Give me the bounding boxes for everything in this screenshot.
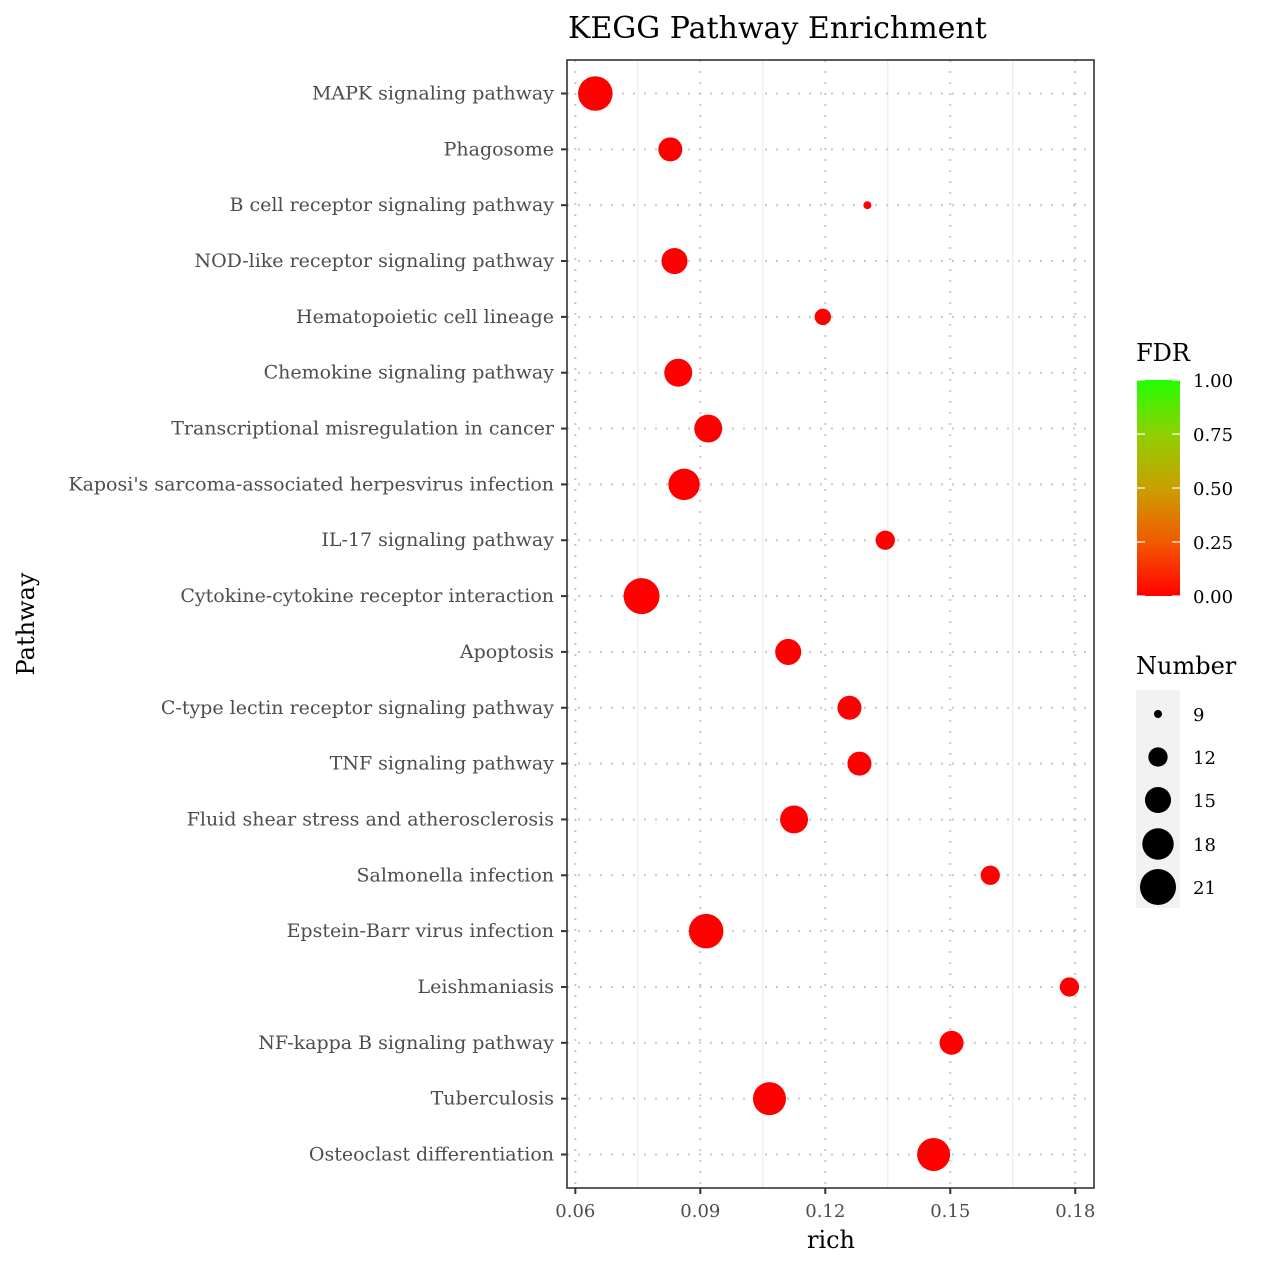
size-legend-title: Number <box>1136 652 1237 680</box>
y-tick-label: NF-kappa B signaling pathway <box>258 1032 554 1054</box>
data-point[interactable] <box>847 751 872 776</box>
x-tick-label: 0.15 <box>930 1201 970 1222</box>
data-point[interactable] <box>694 414 723 443</box>
y-tick-label: Osteoclast differentiation <box>309 1143 554 1165</box>
data-point[interactable] <box>939 1030 964 1055</box>
data-point[interactable] <box>875 530 895 550</box>
y-tick-label: TNF signaling pathway <box>330 753 555 775</box>
data-point[interactable] <box>668 468 700 501</box>
data-point[interactable] <box>775 638 802 665</box>
y-tick-label: Leishmaniasis <box>418 976 555 998</box>
size-key-label: 15 <box>1193 791 1216 812</box>
data-point[interactable] <box>837 695 862 720</box>
y-axis-title: Pathway <box>12 572 40 675</box>
y-tick-label: Salmonella infection <box>357 864 555 886</box>
gridlines <box>567 60 1094 1188</box>
data-point[interactable] <box>688 913 724 949</box>
data-point[interactable] <box>980 865 1000 885</box>
data-point[interactable] <box>658 137 683 162</box>
y-tick-label: Fluid shear stress and atherosclerosis <box>187 808 554 830</box>
size-key-circle <box>1140 869 1176 905</box>
fdr-tick-label: 0.75 <box>1193 425 1233 446</box>
fdr-legend-title: FDR <box>1136 339 1191 367</box>
fdr-legend: FDR 1.00 0.75 0.50 0.25 0.00 <box>1136 339 1233 608</box>
data-point[interactable] <box>1059 977 1080 997</box>
data-point[interactable] <box>664 358 693 387</box>
fdr-tick-label: 0.25 <box>1193 533 1233 554</box>
data-point[interactable] <box>578 76 613 111</box>
size-key-circle <box>1148 747 1168 767</box>
x-axis-title: rich <box>807 1226 855 1254</box>
y-tick-label: Cytokine-cytokine receptor interaction <box>180 585 554 607</box>
data-point[interactable] <box>623 578 660 615</box>
data-point[interactable] <box>917 1137 951 1172</box>
y-tick-label: NOD-like receptor signaling pathway <box>194 250 554 272</box>
size-key-label: 18 <box>1193 835 1216 856</box>
y-tick-label: Epstein-Barr virus infection <box>287 920 554 942</box>
y-tick-label: IL-17 signaling pathway <box>321 529 554 551</box>
y-tick-label: Hematopoietic cell lineage <box>296 306 554 328</box>
y-tick-label: Chemokine signaling pathway <box>264 362 555 384</box>
y-tick-label: Phagosome <box>444 138 554 160</box>
plot-panel <box>567 60 1094 1188</box>
size-key-circle <box>1144 786 1172 814</box>
x-tick-label: 0.06 <box>555 1201 595 1222</box>
y-tick-label: Transcriptional misregulation in cancer <box>171 418 555 440</box>
x-tick-label: 0.09 <box>680 1201 720 1222</box>
fdr-tick-label: 0.50 <box>1193 479 1233 500</box>
size-key-circle <box>1142 828 1174 860</box>
x-tick-label: 0.12 <box>805 1201 845 1222</box>
data-point[interactable] <box>780 805 809 834</box>
x-tick-label: 0.18 <box>1055 1201 1095 1222</box>
size-key-label: 9 <box>1193 705 1204 726</box>
size-key-label: 21 <box>1193 878 1216 899</box>
chart-title: KEGG Pathway Enrichment <box>568 11 987 46</box>
data-points <box>578 76 1080 1172</box>
y-tick-label: C-type lectin receptor signaling pathway <box>161 697 554 719</box>
y-tick-label: Apoptosis <box>459 641 554 663</box>
data-point[interactable] <box>863 201 872 210</box>
y-tick-label: MAPK signaling pathway <box>312 83 554 105</box>
data-point[interactable] <box>752 1082 786 1116</box>
y-tick-label: Kaposi's sarcoma-associated herpesvirus … <box>68 473 554 495</box>
size-key-label: 12 <box>1193 748 1216 769</box>
fdr-tick-label: 1.00 <box>1193 371 1233 392</box>
y-tick-label: B cell receptor signaling pathway <box>230 194 555 216</box>
size-key-circle <box>1154 710 1162 718</box>
y-axis: MAPK signaling pathway Phagosome B cell re… <box>68 83 567 1165</box>
data-point[interactable] <box>661 247 688 275</box>
fdr-tick-label: 0.00 <box>1193 587 1233 608</box>
data-point[interactable] <box>814 308 831 326</box>
y-tick-label: Tuberculosis <box>431 1088 554 1110</box>
x-axis: 0.06 0.09 0.12 0.15 0.18 <box>555 1188 1095 1222</box>
size-legend: Number 9 12 15 18 21 <box>1136 652 1237 908</box>
panel-border <box>566 59 1095 1189</box>
